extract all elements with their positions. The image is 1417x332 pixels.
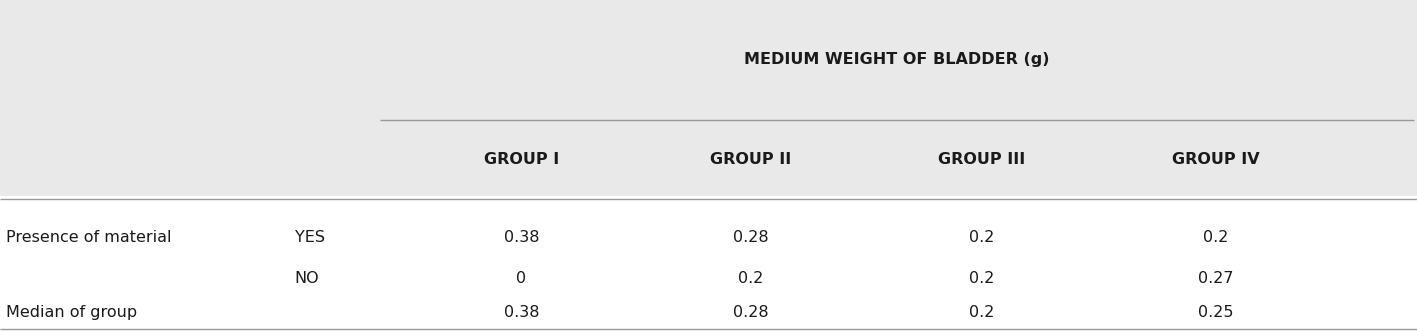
- Bar: [0, 196, 1417, 332]
- Text: NO: NO: [295, 271, 319, 287]
- Text: GROUP III: GROUP III: [938, 152, 1026, 167]
- Text: 0.38: 0.38: [503, 230, 540, 245]
- Text: 0.25: 0.25: [1197, 304, 1234, 320]
- Text: 0.28: 0.28: [733, 230, 769, 245]
- Text: 0.38: 0.38: [503, 304, 540, 320]
- Text: 0: 0: [516, 271, 527, 287]
- Text: GROUP IV: GROUP IV: [1172, 152, 1260, 167]
- Text: YES: YES: [295, 230, 324, 245]
- Text: GROUP I: GROUP I: [483, 152, 560, 167]
- Text: Presence of material: Presence of material: [6, 230, 171, 245]
- Text: MEDIUM WEIGHT OF BLADDER (g): MEDIUM WEIGHT OF BLADDER (g): [744, 52, 1050, 67]
- Text: 0.2: 0.2: [1203, 230, 1229, 245]
- Text: 0.27: 0.27: [1197, 271, 1234, 287]
- Text: 0.2: 0.2: [969, 304, 995, 320]
- Text: 0.28: 0.28: [733, 304, 769, 320]
- Text: 0.2: 0.2: [969, 230, 995, 245]
- Text: Median of group: Median of group: [6, 304, 137, 320]
- Text: 0.2: 0.2: [738, 271, 764, 287]
- Text: GROUP II: GROUP II: [710, 152, 792, 167]
- Text: 0.2: 0.2: [969, 271, 995, 287]
